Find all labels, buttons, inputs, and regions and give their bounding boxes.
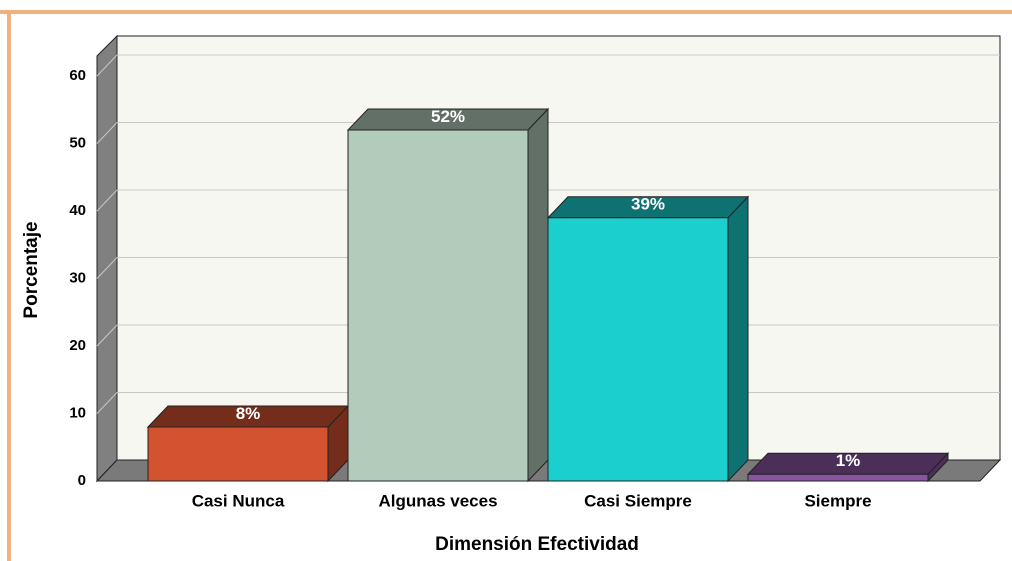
value-label: 1%	[836, 451, 861, 470]
x-tick-label: Casi Siempre	[584, 491, 692, 510]
x-tick-label: Algunas veces	[378, 491, 497, 510]
bar-side	[727, 195, 749, 483]
y-tick-label: 0	[78, 472, 86, 489]
y-tick-label: 20	[69, 337, 86, 354]
grid-line-side	[96, 54, 118, 77]
bar-side	[527, 107, 549, 483]
y-tick-label: 40	[69, 202, 86, 219]
bar	[747, 473, 929, 482]
x-axis-title: Dimensión Efectividad	[435, 534, 639, 555]
grid-line-side	[96, 324, 118, 347]
value-label: 52%	[431, 107, 465, 126]
y-tick-label: 50	[69, 134, 86, 151]
y-tick-label: 60	[69, 67, 86, 84]
y-tick-label: 10	[69, 404, 86, 421]
grid-line-side	[96, 392, 118, 414]
x-tick-label: Siempre	[804, 491, 871, 510]
value-label: 39%	[631, 195, 665, 214]
grid-line-side	[96, 257, 118, 279]
y-axis-title: Porcentaje	[21, 221, 42, 318]
grid-line-side	[96, 122, 118, 144]
value-label: 8%	[236, 404, 261, 423]
x-tick-label: Casi Nunca	[192, 491, 285, 510]
y-tick-label: 30	[69, 269, 86, 286]
grid-line-side	[96, 189, 118, 212]
bar	[547, 217, 729, 482]
bar	[147, 426, 329, 482]
left-wall	[96, 34, 118, 483]
bar	[347, 129, 529, 482]
bars: 8% 52% 39% 1%	[146, 107, 950, 483]
